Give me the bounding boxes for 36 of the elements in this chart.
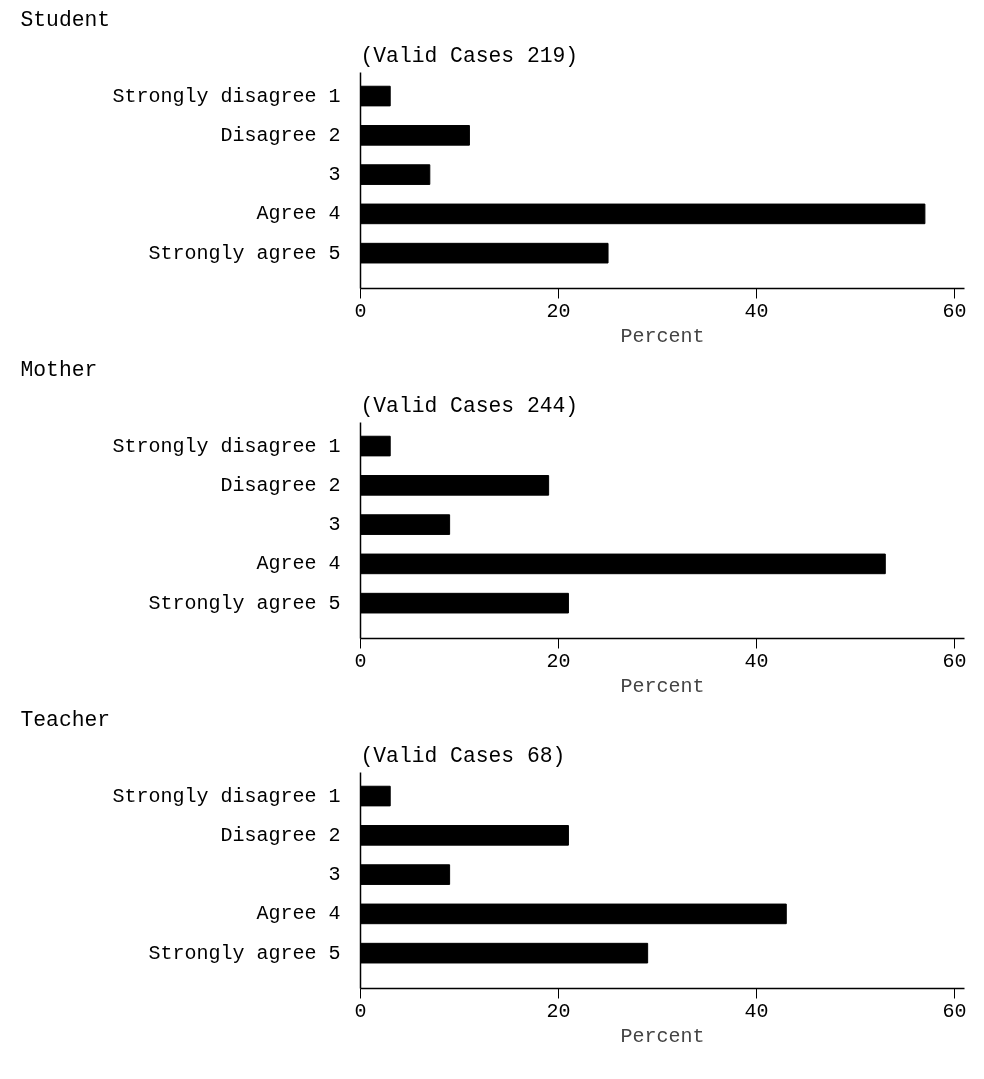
y-tick-label: Strongly agree 5: [148, 591, 341, 615]
x-tick-label: 0: [354, 999, 367, 1023]
chart-subtitle: (Valid Cases 219): [360, 43, 579, 68]
y-tick-label: Strongly agree 5: [148, 941, 341, 965]
x-tick-label: 60: [942, 999, 967, 1023]
x-tick-label: 20: [546, 999, 571, 1023]
x-tick-label: 60: [942, 299, 967, 323]
x-tick-label: 40: [744, 299, 769, 323]
x-tick-label: 60: [942, 649, 967, 673]
x-axis-title: Percent: [620, 324, 705, 348]
y-tick-label: Agree 4: [256, 552, 341, 576]
y-tick-label: Strongly agree 5: [148, 241, 341, 265]
y-tick-label: Disagree 2: [220, 123, 341, 147]
text: Mother: [20, 357, 98, 382]
x-tick-label: 0: [354, 299, 367, 323]
x-tick-label: 40: [744, 999, 769, 1023]
y-tick-label: Disagree 2: [220, 473, 341, 497]
y-tick-label: Agree 4: [256, 902, 341, 926]
y-tick-label: Strongly disagree 1: [112, 434, 341, 458]
y-tick-label: 3: [328, 513, 341, 537]
y-tick-label: 3: [328, 163, 341, 187]
chart-subtitle: (Valid Cases 244): [360, 393, 579, 418]
y-tick-label: Disagree 2: [220, 823, 341, 847]
x-tick-label: 20: [546, 649, 571, 673]
x-axis-title: Percent: [620, 1024, 705, 1048]
y-tick-label: Agree 4: [256, 202, 341, 226]
y-tick-label: Strongly disagree 1: [112, 784, 341, 808]
y-tick-label: 3: [328, 863, 341, 887]
chart-subtitle: (Valid Cases 68): [360, 743, 566, 768]
x-tick-label: 40: [744, 649, 769, 673]
x-tick-label: 0: [354, 649, 367, 673]
x-axis-title: Percent: [620, 674, 705, 698]
text: Student: [20, 7, 111, 32]
y-tick-label: Strongly disagree 1: [112, 84, 341, 108]
text: Teacher: [20, 707, 111, 732]
x-tick-label: 20: [546, 299, 571, 323]
